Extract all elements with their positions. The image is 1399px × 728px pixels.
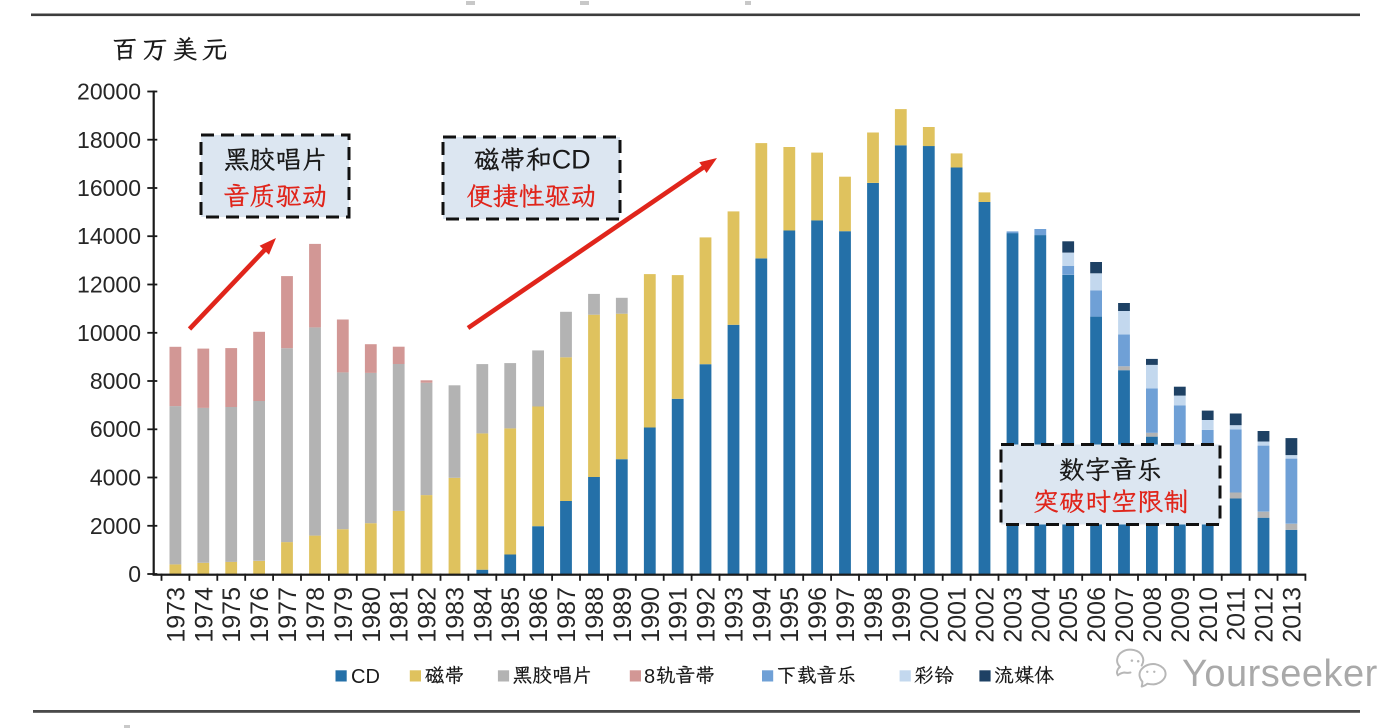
svg-text:1973: 1973 (162, 587, 190, 643)
svg-text:1994: 1994 (748, 587, 776, 643)
svg-text:Yourseeker: Yourseeker (1182, 653, 1378, 695)
svg-text:2007: 2007 (1111, 587, 1139, 643)
svg-text:2010: 2010 (1195, 587, 1223, 643)
svg-text:1974: 1974 (190, 587, 218, 643)
svg-text:4000: 4000 (90, 465, 141, 491)
svg-text:10000: 10000 (77, 320, 141, 346)
svg-text:1981: 1981 (386, 587, 414, 643)
svg-text:8: 8 (644, 666, 655, 688)
svg-text:2002: 2002 (972, 587, 1000, 643)
svg-text:1988: 1988 (581, 587, 609, 643)
svg-text:0: 0 (128, 561, 141, 587)
svg-text:1984: 1984 (469, 587, 497, 643)
svg-text:2013: 2013 (1279, 587, 1307, 643)
svg-text:1991: 1991 (665, 587, 693, 643)
svg-text:1986: 1986 (525, 587, 553, 643)
svg-text:6000: 6000 (90, 416, 141, 442)
svg-text:2004: 2004 (1027, 587, 1055, 643)
svg-text:2001: 2001 (944, 587, 972, 643)
svg-text:20000: 20000 (77, 79, 141, 105)
svg-text:8000: 8000 (90, 368, 141, 394)
svg-text:1999: 1999 (888, 587, 916, 643)
svg-text:1975: 1975 (218, 587, 246, 643)
svg-text:1983: 1983 (441, 587, 469, 643)
svg-text:1992: 1992 (693, 587, 721, 643)
svg-text:1977: 1977 (274, 587, 302, 643)
svg-text:2005: 2005 (1055, 587, 1083, 643)
svg-text:1989: 1989 (609, 587, 637, 643)
svg-text:14000: 14000 (77, 223, 141, 249)
svg-text:2003: 2003 (1000, 587, 1028, 643)
svg-text:1982: 1982 (414, 587, 442, 643)
svg-text:CD: CD (351, 666, 380, 688)
svg-text:2011: 2011 (1223, 587, 1251, 641)
svg-text:1978: 1978 (302, 587, 330, 643)
svg-text:1995: 1995 (776, 587, 804, 643)
svg-text:1993: 1993 (721, 587, 749, 643)
svg-text:1996: 1996 (804, 587, 832, 643)
svg-text:12000: 12000 (77, 272, 141, 298)
svg-text:1976: 1976 (246, 587, 274, 643)
svg-text:1979: 1979 (330, 587, 358, 643)
svg-text:2008: 2008 (1139, 587, 1167, 643)
svg-text:2000: 2000 (916, 587, 944, 643)
svg-text:1990: 1990 (637, 587, 665, 643)
svg-text:2006: 2006 (1083, 587, 1111, 643)
svg-text:1997: 1997 (832, 587, 860, 643)
svg-text:2012: 2012 (1251, 587, 1279, 643)
svg-text:1987: 1987 (553, 587, 581, 643)
svg-text:CD: CD (552, 145, 591, 175)
svg-text:1985: 1985 (497, 587, 525, 643)
svg-text:2000: 2000 (90, 513, 141, 539)
svg-text:1998: 1998 (860, 587, 888, 643)
svg-text:2009: 2009 (1167, 587, 1195, 643)
svg-text:18000: 18000 (77, 127, 141, 153)
svg-text:1980: 1980 (358, 587, 386, 643)
svg-text:16000: 16000 (77, 175, 141, 201)
